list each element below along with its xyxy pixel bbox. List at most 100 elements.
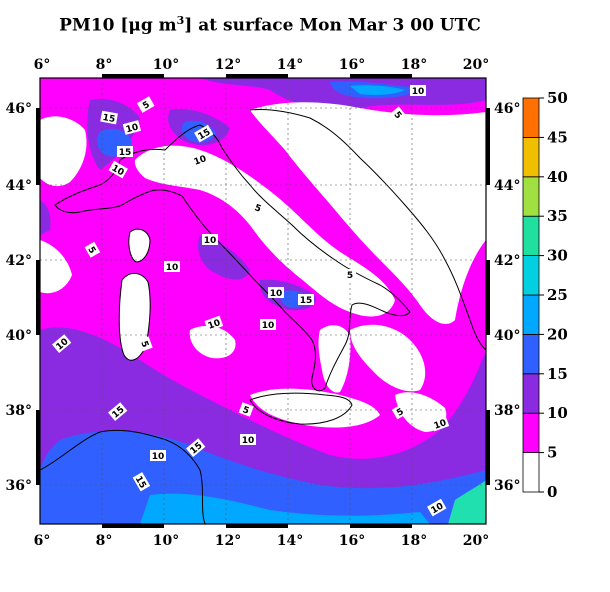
contour-label: 5 (84, 241, 101, 258)
svg-text:10: 10 (262, 321, 275, 331)
svg-text:5: 5 (85, 245, 97, 255)
corsica-coastline (128, 228, 151, 263)
contour-label: 10 (204, 315, 224, 332)
svg-text:10: 10 (433, 418, 448, 432)
contour-label: 10 (410, 85, 426, 97)
colorbar-band (522, 333, 540, 375)
lon-label-top: 20° (463, 57, 489, 73)
contour-label: 10 (268, 287, 284, 299)
frame-bar-left-2 (36, 260, 40, 335)
lat-label-right: 38° (494, 403, 520, 419)
colorbar-label: 45 (547, 128, 568, 146)
colorbar-label: 5 (547, 444, 557, 462)
map-title: PM10 [μg m3] at surface Mon Mar 3 00 UTC (59, 14, 481, 36)
colorbar-band (522, 255, 540, 296)
contour-label: 15 (100, 110, 118, 125)
colorbar-label: 25 (547, 286, 568, 304)
lon-label-bottom: 14° (277, 533, 303, 549)
colorbar-band (522, 452, 540, 493)
contour-label: 10 (150, 450, 166, 462)
contour-label: 10 (122, 120, 142, 136)
colorbar-band (522, 136, 540, 178)
italy-coastline (54, 124, 411, 392)
lon-label-top: 16° (339, 57, 365, 73)
contour-label: 10 (240, 434, 256, 446)
colorbar-label: 40 (547, 168, 568, 186)
contour-label: 10 (190, 151, 210, 168)
field-band-10-15-tyrrhenian (198, 235, 250, 280)
svg-text:15: 15 (102, 113, 116, 125)
lon-label-top: 6° (34, 57, 51, 73)
colorbar-label: 15 (547, 365, 568, 383)
field-band-0-5-france (40, 116, 87, 187)
contour-label: 10 (202, 234, 218, 246)
colorbar-label: 20 (547, 325, 568, 343)
field-band-0-5-italy-central (134, 145, 395, 317)
lat-label-right: 44° (494, 178, 520, 194)
field-band-10-15-west (40, 200, 51, 235)
svg-text:10: 10 (125, 123, 140, 136)
field-band-0-5-corsica (128, 229, 150, 262)
svg-text:10: 10 (242, 436, 255, 446)
svg-text:10: 10 (152, 452, 165, 462)
svg-text:10: 10 (412, 87, 425, 97)
lat-label-right: 40° (494, 328, 520, 344)
lat-label-left: 44° (6, 178, 32, 194)
svg-text:15: 15 (119, 148, 132, 158)
lon-label-bottom: 18° (401, 533, 427, 549)
contour-label: 15 (117, 146, 133, 158)
svg-text:5: 5 (138, 340, 150, 349)
colorbar-band (522, 373, 540, 414)
balkan-coastline (249, 109, 486, 351)
field-band-0-5-spain-corner (40, 240, 72, 294)
contour-label: 5 (138, 336, 153, 352)
colorbar-label: 10 (547, 404, 568, 422)
svg-text:10: 10 (207, 318, 222, 332)
colorbar-band (522, 176, 540, 217)
contour-label: 5 (390, 106, 407, 123)
lon-label-bottom: 16° (339, 533, 365, 549)
contour-label: 5 (238, 402, 254, 417)
lat-label-left: 38° (6, 403, 32, 419)
lon-label-bottom: 8° (96, 533, 113, 549)
colorbar-band (522, 215, 540, 256)
lat-label-left: 46° (6, 101, 32, 117)
lat-label-left: 40° (6, 328, 32, 344)
svg-text:5: 5 (391, 110, 403, 121)
contour-label: 5 (344, 269, 356, 281)
contour-label: 15 (298, 294, 314, 306)
field-band-0-5-sicily (250, 388, 380, 428)
frame-bar-top-1 (102, 74, 164, 78)
svg-text:5: 5 (347, 271, 353, 281)
field-band-0-5-puglia (350, 324, 426, 392)
svg-text:10: 10 (204, 236, 217, 246)
colorbar-band (522, 294, 540, 335)
svg-text:10: 10 (270, 289, 283, 299)
lat-label-right: 46° (494, 101, 520, 117)
lon-label-top: 8° (96, 57, 113, 73)
svg-text:5: 5 (241, 405, 250, 417)
lat-label-left: 42° (6, 253, 32, 269)
lon-label-top: 14° (277, 57, 303, 73)
lon-label-bottom: 20° (463, 533, 489, 549)
colorbar-band (522, 97, 540, 138)
svg-text:15: 15 (300, 296, 313, 306)
lat-label-left: 36° (6, 478, 32, 494)
svg-text:10: 10 (193, 154, 208, 168)
frame-bar-left-3 (36, 410, 40, 485)
frame-bar-right-3 (486, 410, 490, 485)
frame-bar-top-3 (350, 74, 412, 78)
sicily-coastline (249, 392, 353, 425)
field-band-25-30-southeast (448, 480, 486, 524)
contour-label: 5 (391, 403, 408, 420)
colorbar-band (522, 412, 540, 454)
frame-bar-bottom-2 (226, 524, 288, 528)
svg-text:5: 5 (141, 100, 151, 112)
lat-label-right: 36° (494, 478, 520, 494)
colorbar-label: 50 (547, 89, 568, 107)
frame-bar-bottom-1 (102, 524, 164, 528)
lon-label-bottom: 6° (34, 533, 51, 549)
colorbar-label: 30 (547, 247, 568, 265)
field-band-0-5-sardinia (119, 273, 151, 361)
